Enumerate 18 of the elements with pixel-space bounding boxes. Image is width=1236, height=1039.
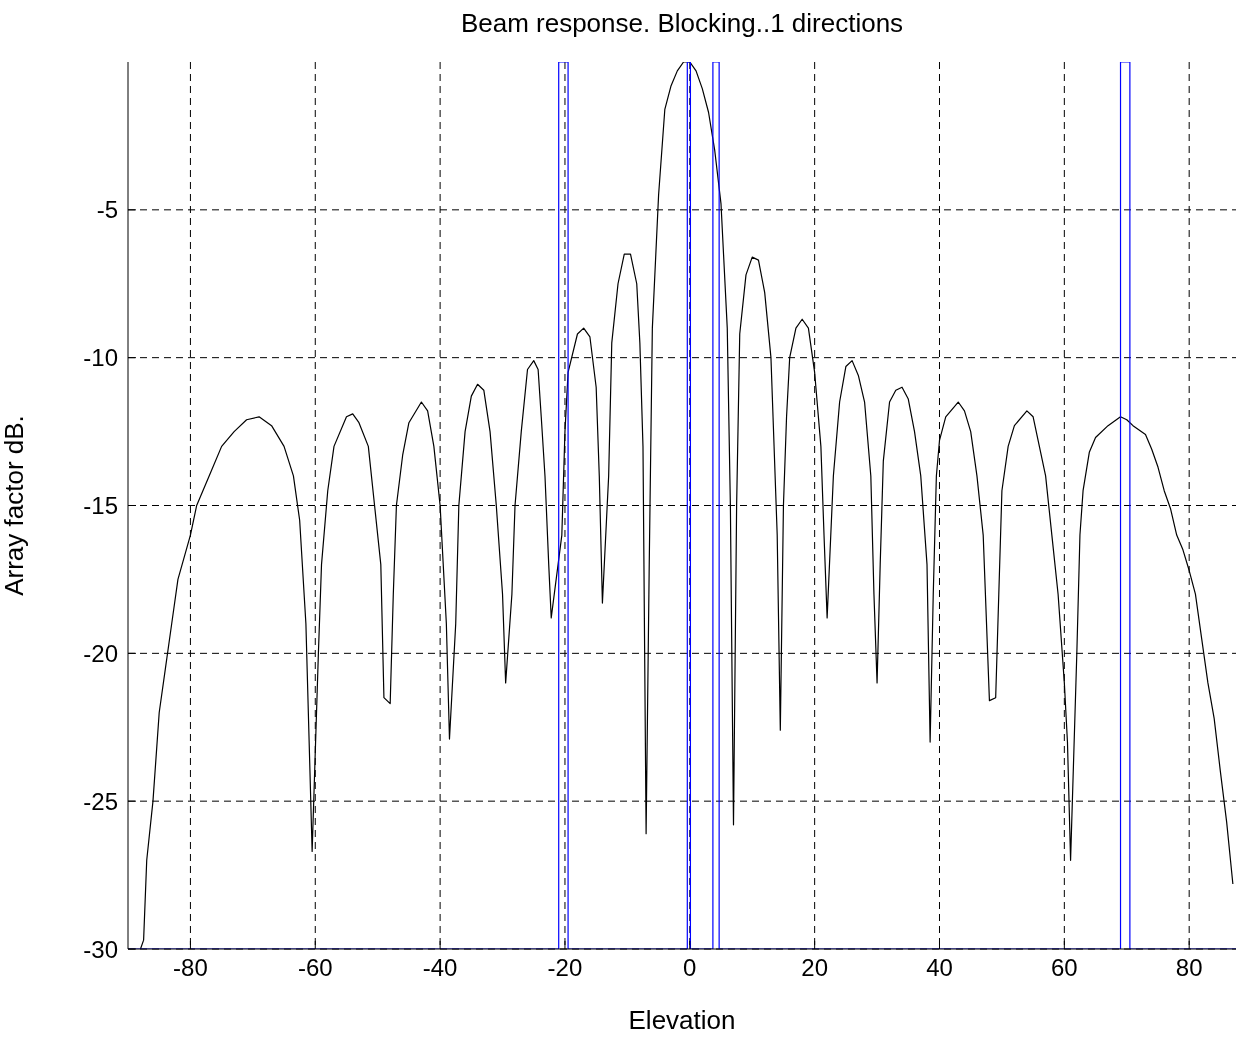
x-tick-label: 0 [683,954,697,982]
x-tick-label: 20 [801,954,828,982]
y-tick-label: -25 [83,787,118,815]
chart-title: Beam response. Blocking..1 directions [459,8,905,39]
x-tick-label: -40 [422,954,458,982]
x-tick-label: 80 [1175,954,1203,982]
y-axis-title: Array factor dB. [0,415,30,596]
x-tick-label: -80 [173,954,208,982]
x-tick-label: -60 [297,954,333,982]
y-tick-label: -10 [83,344,118,372]
x-axis-title: Elevation [628,1005,736,1035]
y-tick-label: -30 [83,935,118,963]
y-tick-label: -5 [96,196,118,224]
x-tick-label: 60 [1050,954,1078,982]
y-tick-label: -20 [83,639,118,667]
x-tick-label: 40 [926,954,953,982]
x-tick-label: -20 [547,954,583,982]
y-tick-label: -15 [83,492,118,520]
